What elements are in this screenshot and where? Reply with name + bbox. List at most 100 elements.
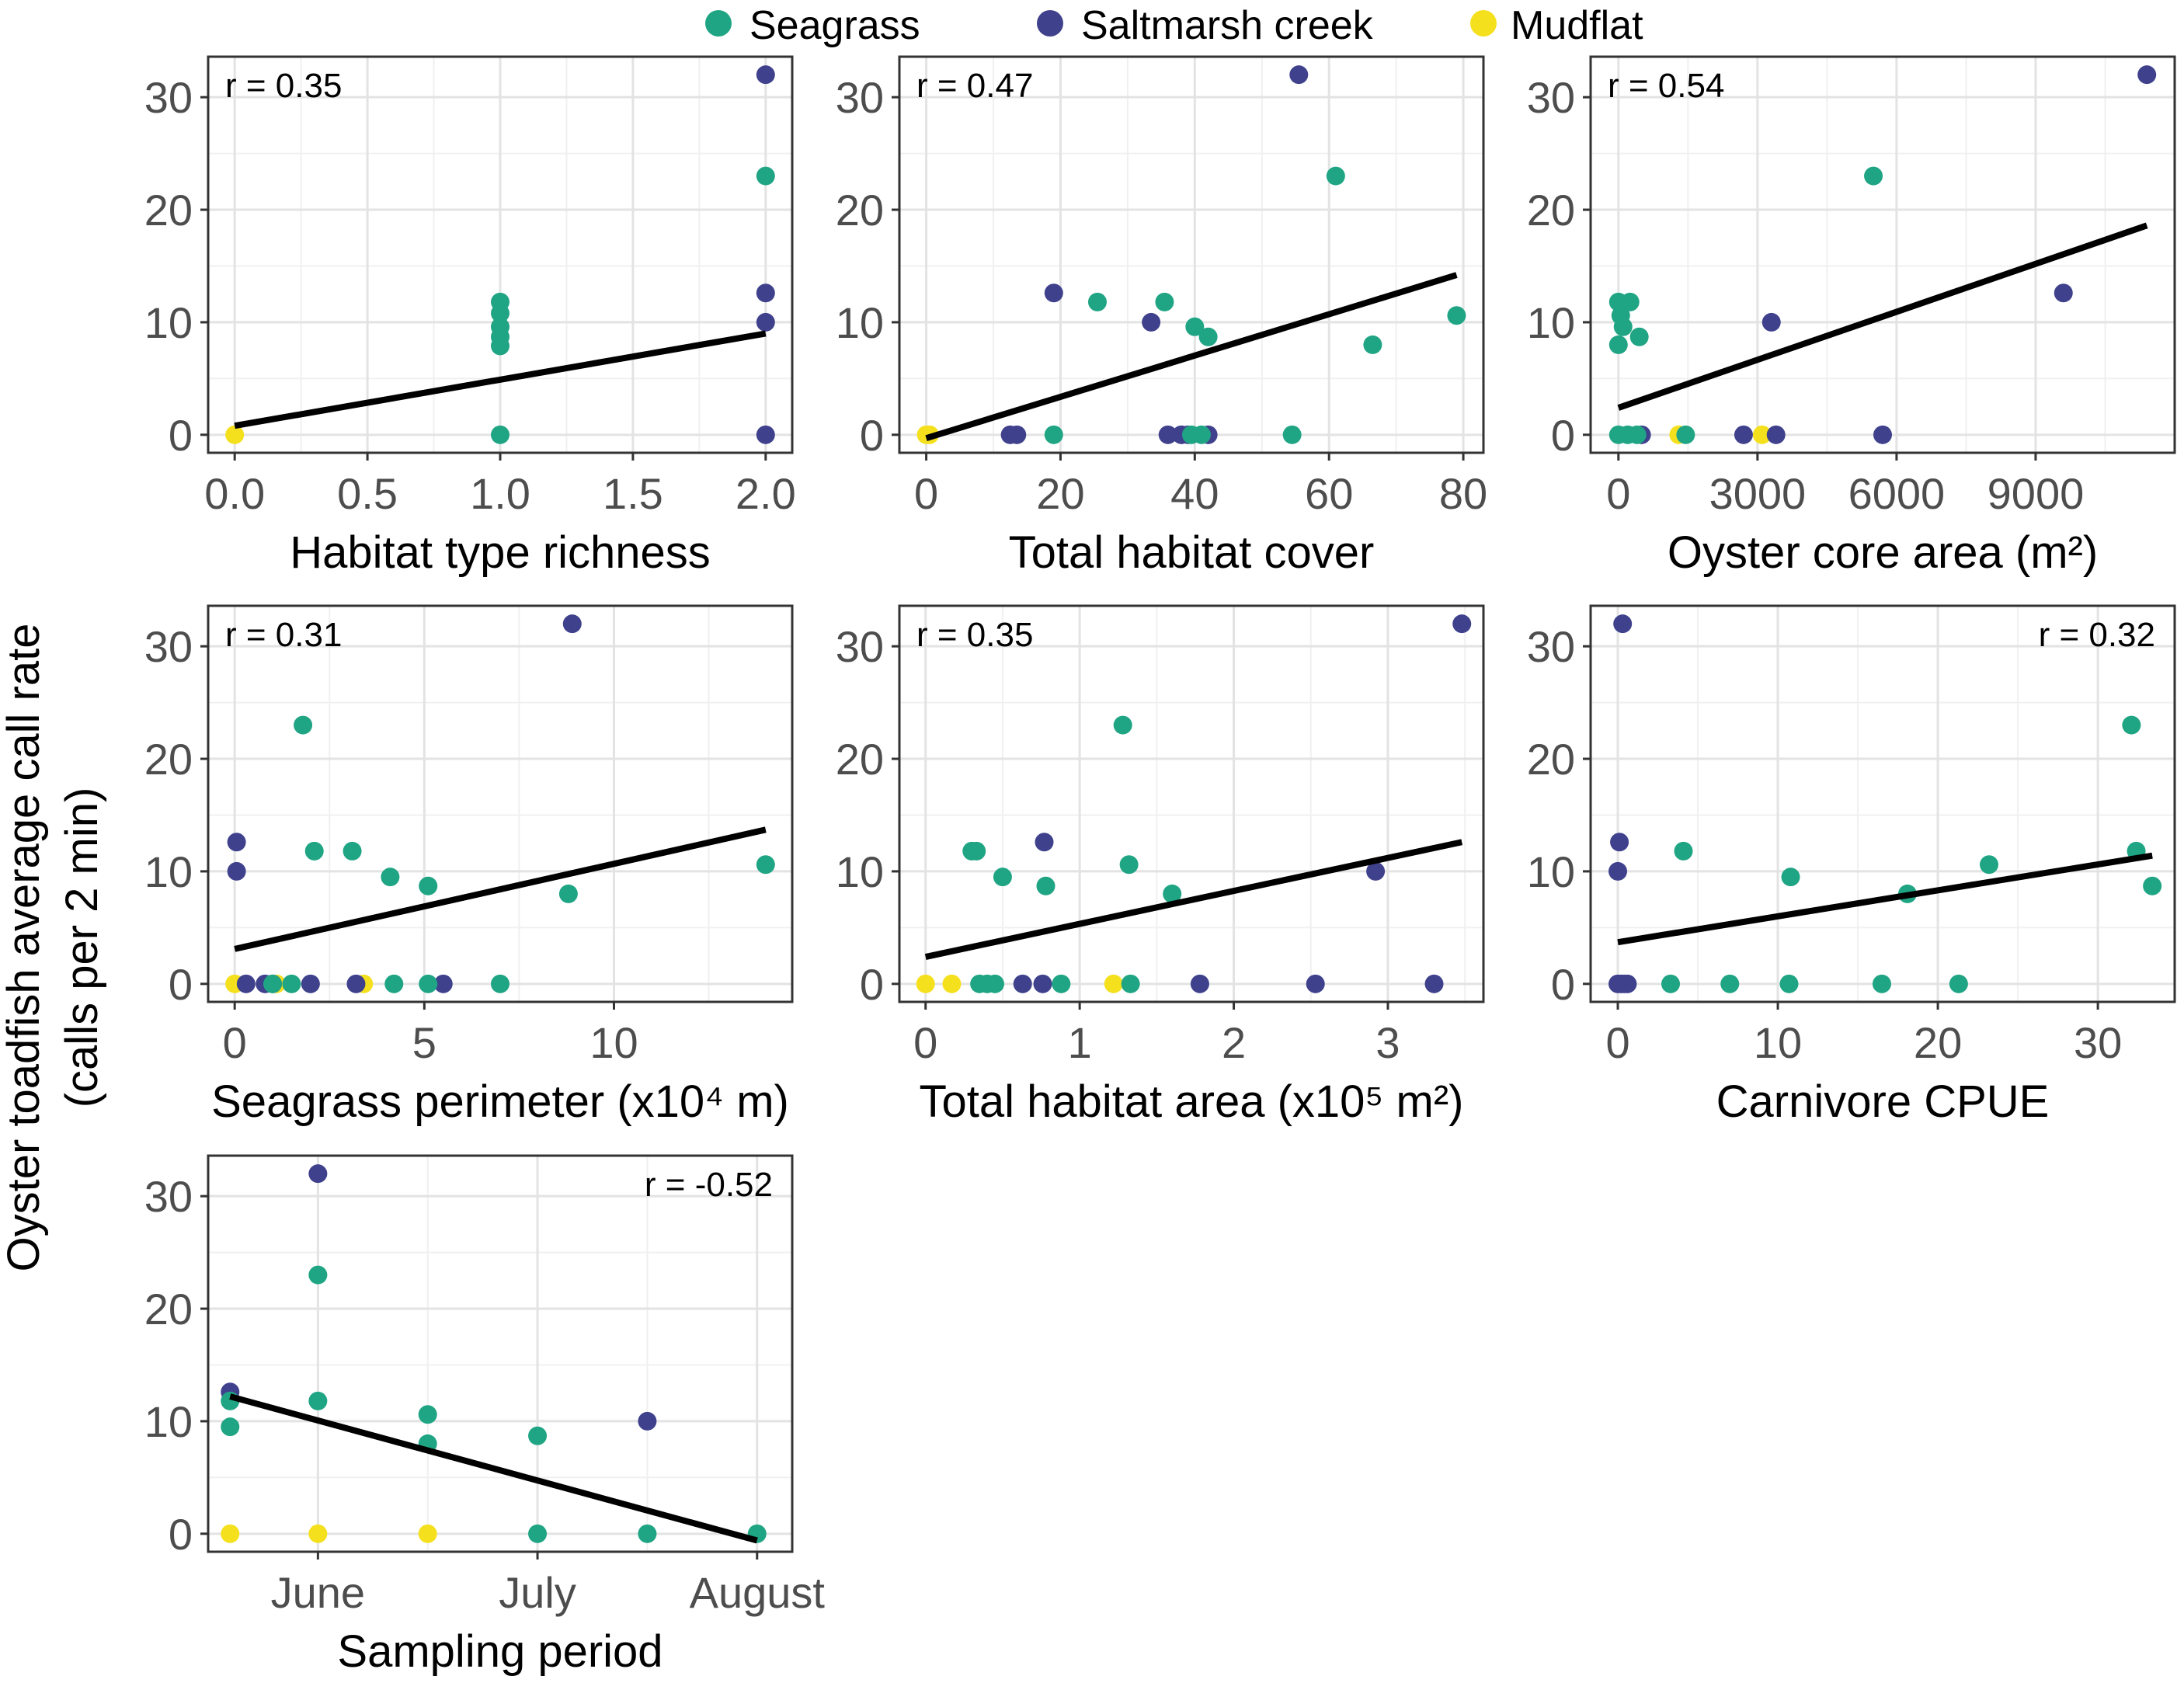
point-saltmarsh-creek <box>638 1411 657 1431</box>
x-tick-label: 2 <box>1222 1018 1246 1067</box>
point-mudflat <box>418 1524 437 1543</box>
point-seagrass <box>1980 855 1999 875</box>
x-tick-label: 1 <box>1068 1018 1092 1067</box>
y-axis-title-line-2: (calls per 2 min) <box>57 788 107 1108</box>
points <box>221 1164 767 1543</box>
point-seagrass <box>1676 425 1695 444</box>
legend-key-saltmarsh-creek <box>1037 10 1063 37</box>
y-tick-label: 20 <box>1527 186 1575 235</box>
panel-1: 0.0 0.5 1.0 1.5 2.0 0 10 20 30 Habitat type richn… <box>144 55 796 578</box>
x-tick-label: 0 <box>914 469 938 518</box>
point-seagrass <box>1781 868 1800 887</box>
y-tick-label: 30 <box>144 73 193 122</box>
y-tick-label: 20 <box>144 735 193 784</box>
panel-border <box>207 604 794 1003</box>
point-saltmarsh-creek <box>1190 974 1209 993</box>
point-saltmarsh-creek <box>756 283 775 303</box>
x-axis-label: Habitat type richness <box>290 527 711 578</box>
point-seagrass <box>1608 335 1628 354</box>
y-axis-title-line-1: Oyster toadfish average call rate <box>0 624 49 1272</box>
legend-item-mudflat: Mudflat <box>1470 3 1643 48</box>
y-tick-label: 20 <box>836 735 884 784</box>
panel-border <box>207 1154 794 1553</box>
x-tick-label: August <box>690 1568 826 1617</box>
axes: 0 20 40 60 80 0 10 20 30 <box>836 73 1488 518</box>
x-tick-label: June <box>271 1568 365 1617</box>
point-seagrass <box>756 855 775 875</box>
y-tick-label: 30 <box>144 1172 193 1221</box>
correlation-annotation: r = 0.35 <box>225 67 342 105</box>
point-saltmarsh-creek <box>562 614 582 634</box>
y-tick-label: 10 <box>144 847 193 896</box>
point-seagrass <box>1720 974 1740 993</box>
point-seagrass <box>756 166 775 186</box>
x-tick-label: 80 <box>1439 469 1487 518</box>
point-seagrass <box>491 304 509 323</box>
point-mudflat <box>221 1524 240 1543</box>
y-tick-label: 10 <box>836 298 884 347</box>
point-seagrass <box>1198 327 1218 346</box>
point-saltmarsh-creek <box>2137 65 2157 85</box>
x-axis-label: Total habitat cover <box>1009 527 1375 578</box>
axes: 0.0 0.5 1.0 1.5 2.0 0 10 20 30 <box>144 73 796 518</box>
panel-border <box>207 55 794 454</box>
axes: 0 3000 6000 9000 0 10 20 30 <box>1527 73 2085 518</box>
y-tick-label: 10 <box>836 847 884 896</box>
legend-label-seagrass: Seagrass <box>749 3 920 48</box>
y-tick-label: 0 <box>1551 411 1575 460</box>
point-saltmarsh-creek <box>1035 833 1054 852</box>
panel-background <box>208 1156 792 1552</box>
y-tick-label: 0 <box>1551 960 1575 1009</box>
point-seagrass <box>638 1524 657 1543</box>
fit-line <box>1617 852 2153 946</box>
point-seagrass <box>528 1524 548 1543</box>
point-saltmarsh-creek <box>1044 283 1063 303</box>
point-mudflat <box>1104 974 1123 993</box>
point-seagrass <box>419 876 438 895</box>
fit-line <box>1617 222 2148 411</box>
y-tick-label: 10 <box>1527 847 1575 896</box>
point-seagrass <box>294 715 313 735</box>
grid <box>899 57 1483 453</box>
point-saltmarsh-creek <box>433 974 453 993</box>
x-tick-label: 6000 <box>1848 469 1946 518</box>
axes: 0 10 20 30 0 10 20 30 <box>1527 622 2123 1067</box>
fit-line <box>924 839 1463 960</box>
point-seagrass <box>263 974 283 993</box>
legend-label-mudflat: Mudflat <box>1511 3 1643 48</box>
y-tick-label: 30 <box>1527 622 1575 671</box>
x-tick-label: 20 <box>1036 469 1084 518</box>
fit-line <box>229 1393 758 1544</box>
point-mudflat <box>225 425 245 444</box>
point-seagrass <box>1629 327 1649 346</box>
point-saltmarsh-creek <box>1289 65 1309 85</box>
panel-border <box>1589 55 2176 454</box>
point-seagrass <box>986 974 1005 993</box>
grid <box>1591 57 2175 453</box>
x-tick-label: 2.0 <box>736 469 796 518</box>
x-axis-label: Total habitat area (x10⁵ m²) <box>919 1076 1463 1127</box>
point-seagrass <box>282 974 301 993</box>
x-tick-label: 0 <box>223 1018 247 1067</box>
point-seagrass <box>419 974 438 993</box>
point-saltmarsh-creek <box>1608 861 1628 881</box>
point-saltmarsh-creek <box>1613 614 1633 634</box>
point-seagrass <box>1864 166 1883 186</box>
point-seagrass <box>381 868 400 887</box>
point-seagrass <box>304 841 324 861</box>
panel-background <box>899 606 1483 1002</box>
y-tick-label: 20 <box>836 186 884 235</box>
correlation-annotation: r = 0.32 <box>2039 616 2155 654</box>
fit-line <box>234 826 767 952</box>
x-tick-label: 9000 <box>1988 469 2085 518</box>
point-saltmarsh-creek <box>2054 283 2073 303</box>
point-seagrass <box>1185 317 1205 336</box>
panel-background <box>208 606 792 1002</box>
y-tick-label: 20 <box>1527 735 1575 784</box>
point-seagrass <box>2122 715 2141 735</box>
y-tick-label: 10 <box>144 1397 193 1446</box>
grid <box>1591 606 2175 1002</box>
panel-border <box>898 604 1485 1003</box>
correlation-annotation: r = 0.31 <box>225 616 342 654</box>
